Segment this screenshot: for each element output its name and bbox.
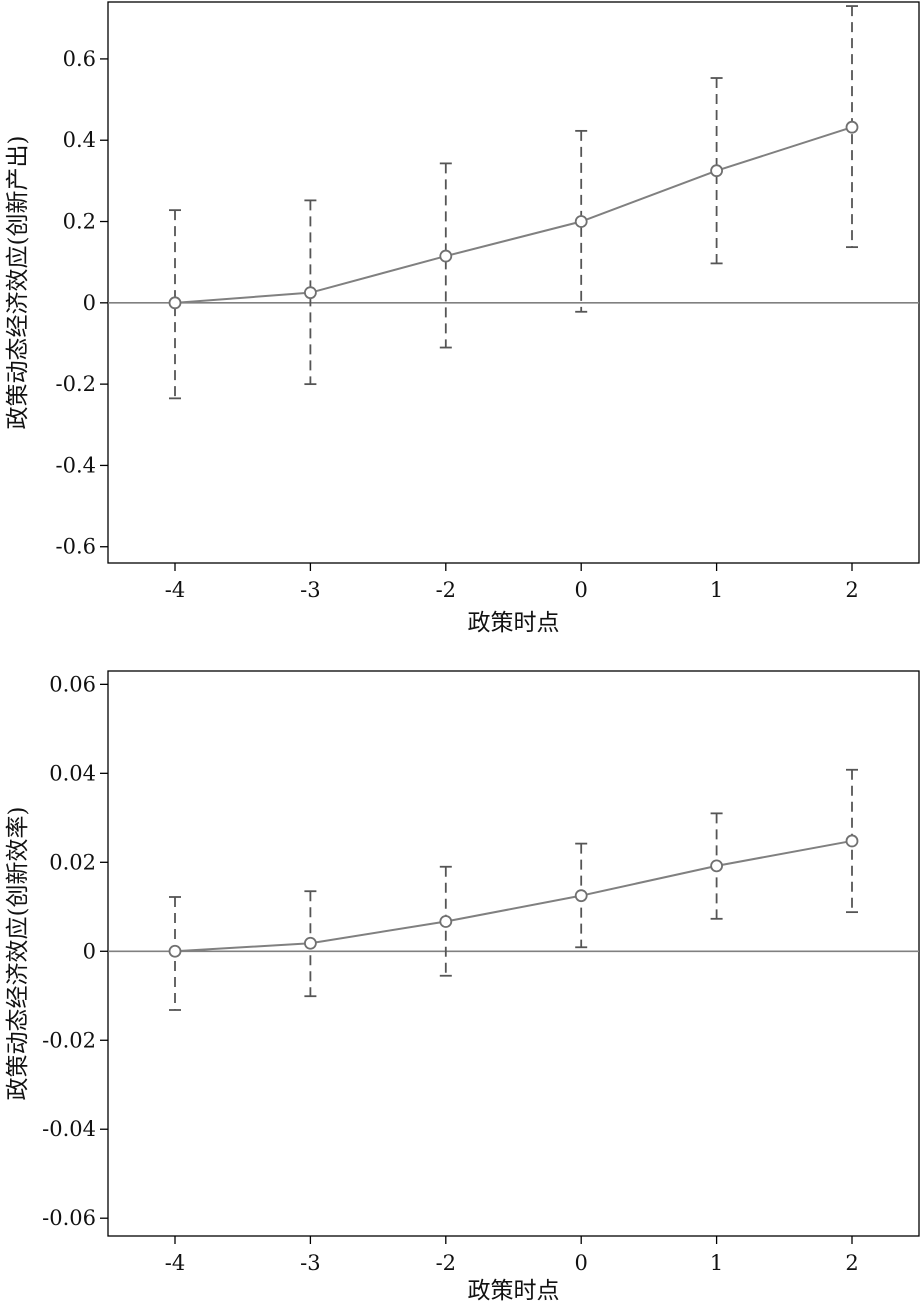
- x-tick-label: 2: [845, 578, 858, 602]
- data-point: [710, 859, 723, 873]
- data-point: [710, 164, 723, 178]
- y-tick-label: 0: [83, 291, 96, 315]
- data-point: [439, 915, 453, 928]
- data-point: [574, 889, 588, 903]
- x-tick-label: 2: [845, 1251, 858, 1275]
- chart-panel-1: 0.6 0.4 0.2 0 -0.2 -0.4 -0.6 -4 -3 -2 0 1 2 政策时点 政策动态经…: [5, 1, 920, 636]
- y-tick-label: -0.4: [56, 453, 97, 477]
- plot-frame: [107, 1, 920, 564]
- x-tick-label: -3: [300, 1251, 320, 1275]
- y-tick-label: 0.02: [49, 850, 96, 874]
- y-tick-label: 0.4: [63, 128, 96, 152]
- y-axis-title: 政策动态经济效应(创新效率): [5, 807, 31, 1101]
- data-point: [439, 249, 453, 263]
- y-tick-label: 0.2: [63, 210, 96, 234]
- x-tick-label: 1: [710, 1251, 723, 1275]
- x-tick-label: -2: [436, 1251, 456, 1275]
- x-tick-label: -4: [165, 578, 185, 602]
- x-tick-label: -4: [165, 1251, 185, 1275]
- x-axis-title: 政策时点: [468, 1278, 560, 1304]
- y-tick-label: 0.06: [49, 672, 96, 696]
- y-tick-label: -0.04: [42, 1117, 96, 1141]
- x-axis-title: 政策时点: [468, 610, 560, 636]
- y-tick-label: -0.02: [42, 1028, 96, 1052]
- data-point: [574, 215, 588, 228]
- y-tick-label: 0.04: [49, 761, 96, 785]
- y-tick-label: -0.6: [56, 535, 97, 559]
- data-point: [303, 936, 317, 950]
- x-tick-label: 0: [575, 578, 588, 602]
- data-point: [168, 296, 182, 310]
- plot-frame: [107, 670, 920, 1237]
- x-tick-label: -3: [300, 578, 320, 602]
- data-point: [845, 120, 859, 134]
- y-tick-label: 0.6: [63, 47, 96, 71]
- y-tick-label: -0.2: [56, 372, 97, 396]
- chart-panel-2: 0.06 0.04 0.02 0 -0.02 -0.04 -0.06 -4 -3 -2 0 1 2 政策时…: [5, 670, 920, 1304]
- series-line: [174, 839, 853, 953]
- data-point: [168, 944, 182, 958]
- x-tick-label: 0: [575, 1251, 588, 1275]
- data-point: [845, 834, 859, 848]
- series-line: [174, 126, 853, 304]
- x-tick-label: -2: [436, 578, 456, 602]
- y-tick-label: -0.06: [42, 1206, 96, 1230]
- data-point: [303, 286, 317, 300]
- y-axis-title: 政策动态经济效应(创新产出): [5, 136, 31, 430]
- y-tick-label: 0: [83, 939, 96, 963]
- x-tick-label: 1: [710, 578, 723, 602]
